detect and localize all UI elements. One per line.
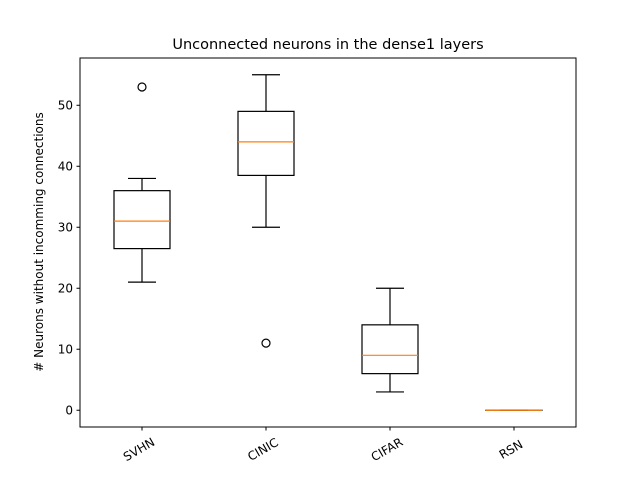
outlier-point bbox=[261, 338, 271, 348]
x-tick-label: CIFAR bbox=[369, 435, 406, 464]
y-axis-label: # Neurons without incomming connections bbox=[32, 112, 46, 371]
chart-title: Unconnected neurons in the dense1 layers bbox=[172, 37, 483, 53]
x-tick-label: SVHN bbox=[121, 435, 157, 464]
y-tick-label: 30 bbox=[58, 221, 73, 235]
box-cinic bbox=[237, 110, 295, 177]
y-tick-label: 40 bbox=[58, 160, 73, 174]
y-tick-label: 20 bbox=[58, 282, 73, 296]
outlier-point bbox=[137, 82, 147, 92]
x-tick-label: RSN bbox=[497, 437, 526, 462]
plot-area: 0 10 20 30 40 50 SVHN CINIC CIFAR RSN bbox=[58, 74, 543, 464]
box-cifar bbox=[361, 324, 419, 375]
y-tick-label: 50 bbox=[58, 99, 73, 113]
plot-frame bbox=[79, 57, 577, 428]
x-tick-label: CINIC bbox=[245, 435, 280, 464]
y-tick-label: 0 bbox=[65, 404, 73, 418]
y-tick-label: 10 bbox=[58, 343, 73, 357]
box-svhn bbox=[113, 190, 171, 250]
